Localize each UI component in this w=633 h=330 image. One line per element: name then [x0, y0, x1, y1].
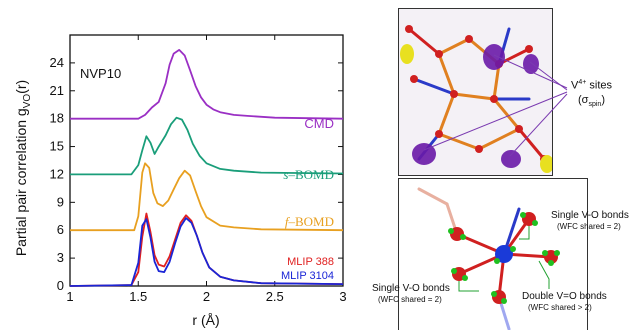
panel-label: NVP10: [80, 66, 121, 81]
y-axis-label: Partial pair correlation gVO(r): [13, 80, 33, 256]
axes: 1 1.5 2 2.5 3 0 3 6 9 12 15 18 21 24: [50, 34, 347, 304]
x-axis-label: r (Å): [192, 312, 219, 328]
v4-sites-structure-image: [398, 8, 553, 176]
x-tick-label: 2: [203, 289, 210, 304]
single-vo-left-text: Single V-O bonds: [372, 283, 450, 294]
v4-sites-text: V: [571, 79, 579, 92]
s-bomd-suffix: –BOMD: [287, 167, 334, 182]
series-label-mlip3104: MLIP 3104: [281, 270, 334, 282]
y-tick-label: 24: [50, 55, 64, 70]
x-tick-label: 2.5: [266, 289, 284, 304]
single-vo-left-sub: (WFC shared = 2): [378, 295, 442, 304]
series-line-cmd: [70, 49, 344, 120]
single-vo-top-sub: (WFC shared = 2): [557, 222, 621, 231]
s-bomd-prefix: s: [283, 167, 288, 182]
double-vo-sub: (WFC shared > 2): [528, 303, 592, 312]
y-tick-label: 0: [57, 278, 64, 293]
y-tick-label: 3: [57, 250, 64, 265]
sigma-close: ): [601, 93, 605, 106]
x-tick-label: 3: [339, 289, 346, 304]
double-vo-label: Double V=O bonds (WFC shared > 2): [522, 291, 607, 313]
y-tick-label: 21: [50, 83, 64, 98]
f-bomd-prefix: f: [285, 214, 291, 229]
single-vo-left-label: Single V-O bonds (WFC shared = 2): [372, 283, 450, 305]
series-layer: [69, 49, 344, 287]
single-vo-top-label: Single V-O bonds (WFC shared = 2): [551, 210, 629, 232]
v4-sites-sup: 4+: [578, 79, 587, 86]
series-label-mlip388: MLIP 388: [287, 256, 334, 268]
y-axis-label-main: Partial pair correlation g: [13, 108, 29, 256]
y-tick-label: 12: [50, 166, 64, 181]
sigma-open: (σ: [578, 93, 589, 106]
y-tick-label: 9: [57, 194, 64, 209]
y-tick-label: 6: [57, 222, 64, 237]
x-tick-label: 1: [66, 289, 73, 304]
y-axis-label-tail: (r): [13, 80, 29, 94]
v4-sites-tail: sites: [586, 79, 613, 92]
f-bomd-suffix: –BOMD: [287, 214, 334, 229]
y-axis-label-sub: VO: [22, 94, 33, 109]
y-tick-label: 18: [50, 111, 64, 126]
series-line-s-bomd: [70, 116, 344, 176]
series-label-f-bomd: f–BOMD: [285, 214, 334, 229]
double-vo-text: Double V=O bonds: [522, 291, 607, 302]
series-label-cmd: CMD: [304, 116, 334, 131]
y-tick-label: 15: [50, 139, 64, 154]
series-line-mlip-3104: [69, 217, 344, 287]
v4-sites-label: V4+ sites (σspin): [571, 76, 612, 112]
structure-drawing-top: [400, 25, 552, 173]
single-vo-top-text: Single V-O bonds: [551, 210, 629, 221]
x-tick-label: 1.5: [129, 289, 147, 304]
series-line-f-bomd: [70, 162, 344, 232]
series-label-s-bomd: s–BOMD: [283, 167, 334, 182]
structure-drawing-bottom: [417, 187, 560, 330]
sigma-sub: spin: [588, 100, 602, 108]
vo-bond-structure-image: [398, 178, 588, 330]
